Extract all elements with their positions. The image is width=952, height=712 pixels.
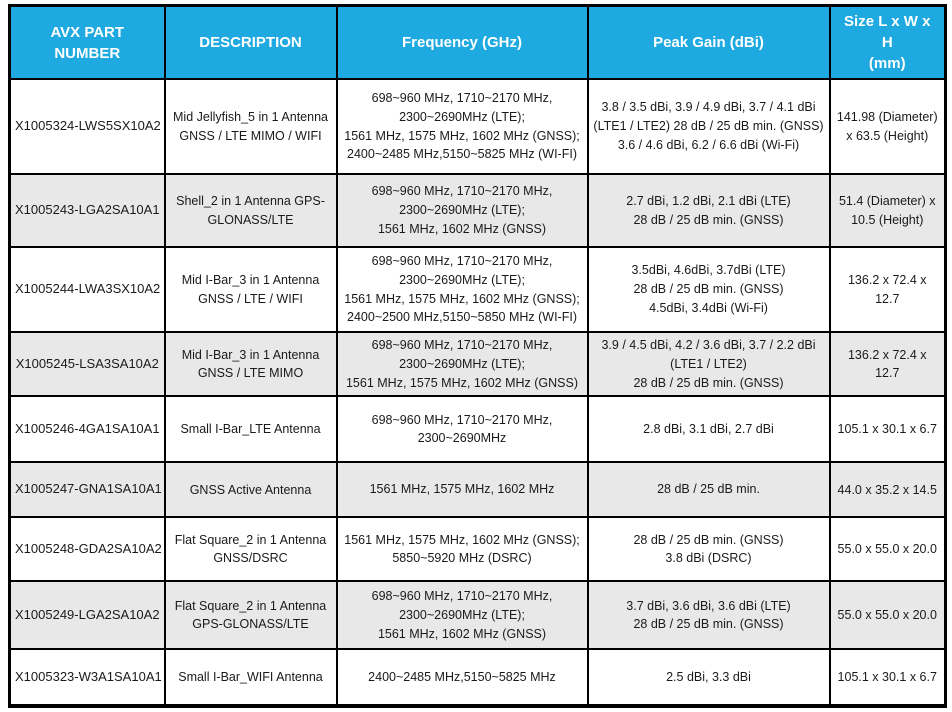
description-cell: Mid I-Bar_3 in 1 Antenna GNSS / LTE / WI… [163, 246, 338, 333]
frequency-cell: 698~960 MHz, 1710~2170 MHz, 2300~2690MHz… [335, 78, 589, 175]
table-row: X1005248-GDA2SA10A2 Flat Square_2 in 1 A… [8, 516, 947, 583]
peak-gain-cell: 3.9 / 4.5 dBi, 4.2 / 3.6 dBi, 3.7 / 2.2 … [586, 330, 831, 398]
description-cell: Flat Square_2 in 1 Antenna GNSS/DSRC [163, 516, 338, 583]
part-number-cell: X1005324-LWS5SX10A2 [8, 78, 166, 175]
description-cell: Small I-Bar_LTE Antenna [163, 395, 338, 464]
table-row: X1005323-W3A1SA10A1 Small I-Bar_WIFI Ant… [8, 648, 947, 708]
table-row: X1005324-LWS5SX10A2 Mid Jellyfish_5 in 1… [8, 78, 947, 175]
header-row: AVX PART NUMBER DESCRIPTION Frequency (G… [8, 4, 947, 80]
size-cell: 105.1 x 30.1 x 6.7 [828, 395, 947, 464]
peak-gain-cell: 3.5dBi, 4.6dBi, 3.7dBi (LTE) 28 dB / 25 … [586, 246, 831, 333]
size-cell: 136.2 x 72.4 x 12.7 [828, 330, 947, 398]
part-number-cell: X1005244-LWA3SX10A2 [8, 246, 166, 333]
size-cell: 44.0 x 35.2 x 14.5 [828, 461, 947, 519]
part-number-cell: X1005245-LSA3SA10A2 [8, 330, 166, 398]
frequency-cell: 698~960 MHz, 1710~2170 MHz, 2300~2690MHz… [335, 330, 589, 398]
description-cell: Flat Square_2 in 1 Antenna GPS-GLONASS/L… [163, 580, 338, 651]
size-cell: 136.2 x 72.4 x 12.7 [828, 246, 947, 333]
part-number-cell: X1005243-LGA2SA10A1 [8, 173, 166, 248]
antenna-spec-table: AVX PART NUMBER DESCRIPTION Frequency (G… [8, 4, 947, 709]
frequency-cell: 1561 MHz, 1575 MHz, 1602 MHz [335, 461, 589, 519]
table-row: X1005243-LGA2SA10A1 Shell_2 in 1 Antenna… [8, 173, 947, 248]
part-number-cell: X1005248-GDA2SA10A2 [8, 516, 166, 583]
peak-gain-cell: 28 dB / 25 dB min. [586, 461, 831, 519]
size-cell: 105.1 x 30.1 x 6.7 [828, 648, 947, 708]
frequency-cell: 2400~2485 MHz,5150~5825 MHz [335, 648, 589, 708]
description-cell: GNSS Active Antenna [163, 461, 338, 519]
part-number-cell: X1005323-W3A1SA10A1 [8, 648, 166, 708]
peak-gain-cell: 3.7 dBi, 3.6 dBi, 3.6 dBi (LTE) 28 dB / … [586, 580, 831, 651]
frequency-cell: 1561 MHz, 1575 MHz, 1602 MHz (GNSS); 585… [335, 516, 589, 583]
table-row: X1005249-LGA2SA10A2 Flat Square_2 in 1 A… [8, 580, 947, 651]
part-number-cell: X1005249-LGA2SA10A2 [8, 580, 166, 651]
table-row: X1005244-LWA3SX10A2 Mid I-Bar_3 in 1 Ant… [8, 246, 947, 333]
size-cell: 141.98 (Diameter) x 63.5 (Height) [828, 78, 947, 175]
peak-gain-cell: 2.7 dBi, 1.2 dBi, 2.1 dBi (LTE) 28 dB / … [586, 173, 831, 248]
part-number-cell: X1005247-GNA1SA10A1 [8, 461, 166, 519]
peak-gain-cell: 2.5 dBi, 3.3 dBi [586, 648, 831, 708]
column-header-part-number: AVX PART NUMBER [8, 4, 166, 80]
description-cell: Mid Jellyfish_5 in 1 Antenna GNSS / LTE … [163, 78, 338, 175]
column-header-size: Size L x W x H (mm) [828, 4, 947, 80]
description-cell: Shell_2 in 1 Antenna GPS-GLONASS/LTE [163, 173, 338, 248]
frequency-cell: 698~960 MHz, 1710~2170 MHz, 2300~2690MHz… [335, 173, 589, 248]
column-header-description: DESCRIPTION [163, 4, 338, 80]
peak-gain-cell: 28 dB / 25 dB min. (GNSS) 3.8 dBi (DSRC) [586, 516, 831, 583]
description-cell: Mid I-Bar_3 in 1 Antenna GNSS / LTE MIMO [163, 330, 338, 398]
part-number-cell: X1005246-4GA1SA10A1 [8, 395, 166, 464]
column-header-peak-gain: Peak Gain (dBi) [586, 4, 831, 80]
frequency-cell: 698~960 MHz, 1710~2170 MHz, 2300~2690MHz [335, 395, 589, 464]
size-cell: 51.4 (Diameter) x 10.5 (Height) [828, 173, 947, 248]
size-cell: 55.0 x 55.0 x 20.0 [828, 580, 947, 651]
description-cell: Small I-Bar_WIFI Antenna [163, 648, 338, 708]
table-row: X1005245-LSA3SA10A2 Mid I-Bar_3 in 1 Ant… [8, 330, 947, 398]
column-header-frequency: Frequency (GHz) [335, 4, 589, 80]
size-cell: 55.0 x 55.0 x 20.0 [828, 516, 947, 583]
peak-gain-cell: 3.8 / 3.5 dBi, 3.9 / 4.9 dBi, 3.7 / 4.1 … [586, 78, 831, 175]
frequency-cell: 698~960 MHz, 1710~2170 MHz, 2300~2690MHz… [335, 580, 589, 651]
peak-gain-cell: 2.8 dBi, 3.1 dBi, 2.7 dBi [586, 395, 831, 464]
table-row: X1005246-4GA1SA10A1 Small I-Bar_LTE Ante… [8, 395, 947, 464]
frequency-cell: 698~960 MHz, 1710~2170 MHz, 2300~2690MHz… [335, 246, 589, 333]
table-row: X1005247-GNA1SA10A1 GNSS Active Antenna … [8, 461, 947, 519]
